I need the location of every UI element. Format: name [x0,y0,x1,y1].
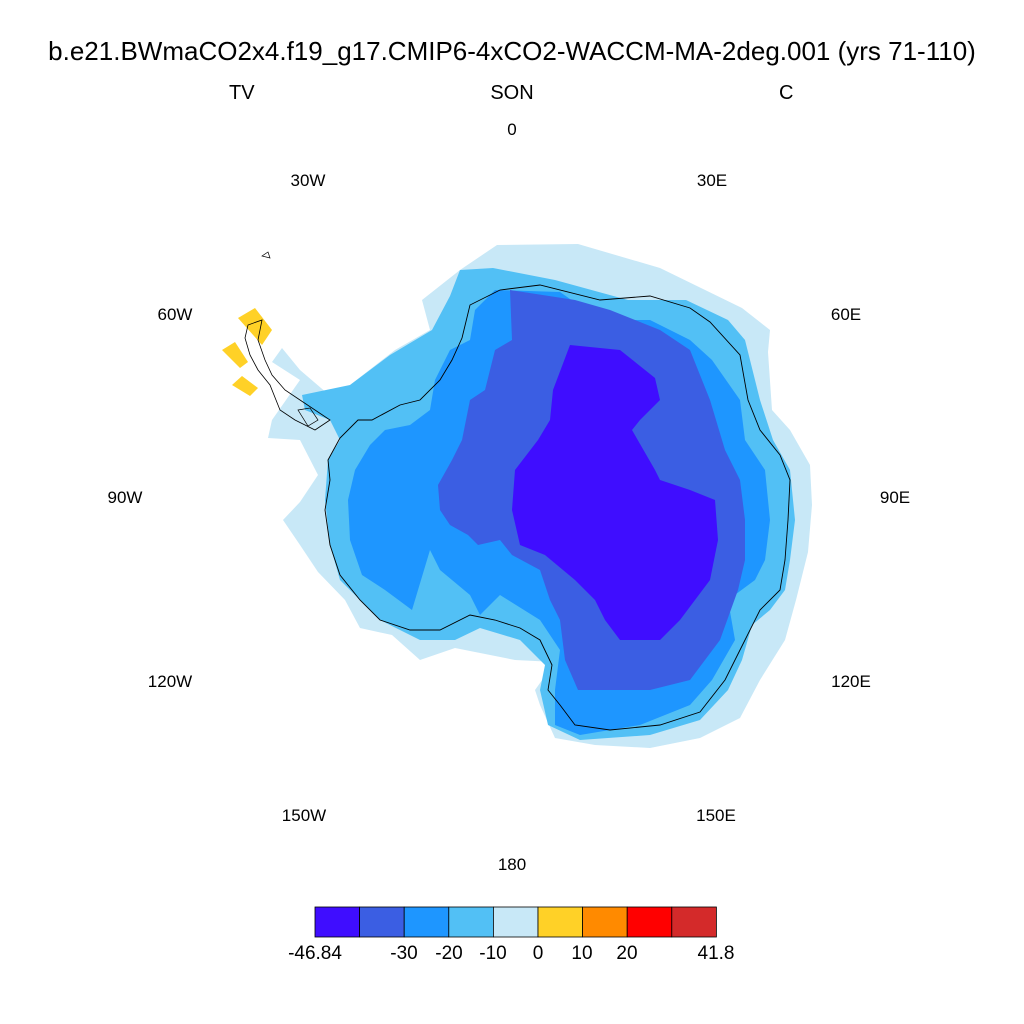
season-label: SON [490,82,534,104]
peninsula-outline [244,319,331,431]
colorbar-label-min: -46.84 [288,943,342,964]
colorbar-box-1 [359,906,405,938]
lon-label-90w: 90W [107,488,143,507]
colorbar-label-neg10: -10 [479,943,507,964]
field-region-weak-positive-2 [222,342,248,368]
lon-label-60e: 60E [830,305,862,324]
lon-label-180: 180 [497,855,527,874]
colorbar-box-4 [492,906,539,938]
colorbar-label-neg20: -20 [435,943,463,964]
colorbar-box-7 [626,906,673,938]
colorbar-label-neg30: -30 [390,943,418,964]
field-region-weak-positive-3 [232,376,258,396]
lon-label-120e: 120E [831,672,871,691]
colorbar-box-3 [448,906,494,938]
island-outline [261,251,271,259]
lon-label-90e: 90E [879,488,911,507]
field-region-strong-negative [512,345,718,640]
lon-label-150w: 150W [281,806,327,825]
colorbar-box-0 [314,906,360,938]
colorbar-box-5 [537,906,583,938]
colorbar-label-0: 0 [532,943,544,964]
coastline [324,284,791,731]
colorbar-label-10: 10 [571,943,593,964]
island-outline-2 [297,407,319,427]
colorbar-label-20: 20 [616,943,638,964]
variable-label: TV [229,82,255,104]
lon-label-30w: 30W [290,171,326,190]
lon-label-60w: 60W [157,305,193,324]
colorbar-label-max: 41.8 [697,943,735,964]
colorbar-box-6 [582,906,628,938]
plot-title: b.e21.BWmaCO2x4.f19_g17.CMIP6-4xCO2-WACC… [48,36,976,66]
units-label: C [779,82,794,104]
colorbar-box-2 [403,906,450,938]
lon-label-120w: 120W [147,672,193,691]
colorbar [314,906,717,938]
lon-label-0: 0 [507,120,517,139]
lon-label-150e: 150E [696,806,736,825]
colorbar-box-8 [671,906,717,938]
lon-label-30e: 30E [696,171,728,190]
field-region-weak-positive-1 [238,308,272,345]
